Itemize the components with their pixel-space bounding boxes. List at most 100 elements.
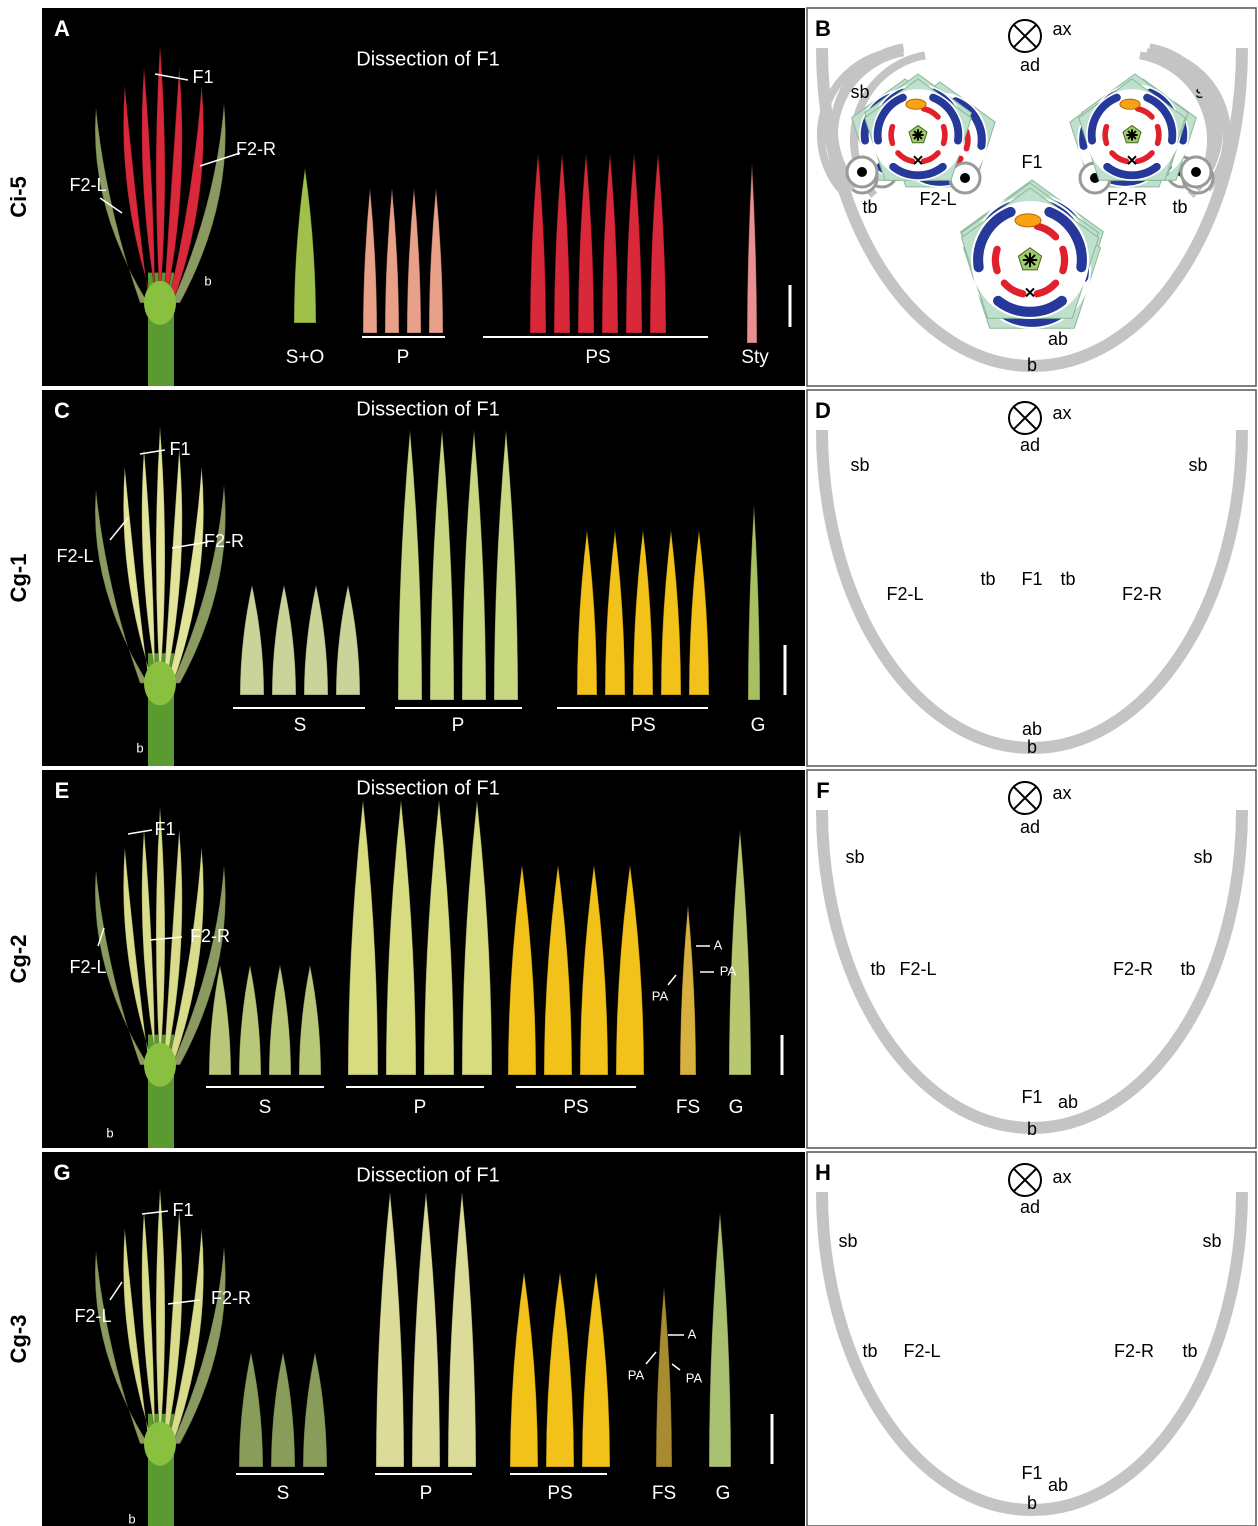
panel-letter: A xyxy=(54,16,70,41)
diagram-label: ab xyxy=(1048,329,1068,349)
row-label: Ci-5 xyxy=(6,176,31,218)
diagram-label: tb xyxy=(862,197,877,217)
panel-title: Dissection of F1 xyxy=(356,777,499,799)
diagram-label: sb xyxy=(838,1231,857,1251)
panel-letter: E xyxy=(55,778,70,803)
diagram-label: ab xyxy=(1022,719,1042,739)
diagram-label: F2-L xyxy=(899,959,936,979)
diagram-label: F2-L xyxy=(903,1341,940,1361)
row-label: Cg-2 xyxy=(6,935,31,984)
tb-dot xyxy=(960,173,970,183)
callout: F1 xyxy=(172,1200,193,1220)
group-label: S+O xyxy=(286,347,325,368)
callout: A xyxy=(688,1326,697,1341)
inner-whorl xyxy=(891,127,892,144)
diagram-label: ax xyxy=(1052,1167,1071,1187)
figure: Ci-5ADissection of F1F1F2-RF2-LbS+OPPSSt… xyxy=(0,0,1258,1526)
inner-whorl xyxy=(1105,127,1106,144)
callout: b xyxy=(204,273,211,288)
callout: b xyxy=(136,740,143,755)
group-label: PS xyxy=(630,715,655,736)
callout: F2-L xyxy=(69,175,106,195)
diagram-label: ax xyxy=(1052,403,1071,423)
stamen xyxy=(1015,214,1041,227)
diagram-label: tb xyxy=(1172,197,1187,217)
tb-dot xyxy=(1191,167,1201,177)
diagram-label: F2-R xyxy=(1122,584,1162,604)
group-label: FS xyxy=(652,1483,676,1504)
diagram-label: ax xyxy=(1052,783,1071,803)
callout: b xyxy=(128,1511,135,1526)
diagram-label: tb xyxy=(980,569,995,589)
callout: F2-L xyxy=(74,1306,111,1326)
diagram-label: ad xyxy=(1020,817,1040,837)
callout: PA xyxy=(628,1367,645,1382)
callout: F1 xyxy=(192,67,213,87)
panel-letter: D xyxy=(815,398,831,423)
diagram-label: tb xyxy=(870,959,885,979)
diagram-label: ad xyxy=(1020,435,1040,455)
diagram-label: sb xyxy=(845,847,864,867)
diagram-label: tb xyxy=(1060,569,1075,589)
callout: PA xyxy=(686,1370,703,1385)
group-label: P xyxy=(397,347,410,368)
group-label: PS xyxy=(547,1483,572,1504)
stamen xyxy=(906,99,926,109)
ovary-photo xyxy=(144,1422,176,1466)
diagram-label: F2-R xyxy=(1107,189,1147,209)
diagram-label: b xyxy=(1027,1119,1037,1139)
diagram-label: ad xyxy=(1020,55,1040,75)
panel-title: Dissection of F1 xyxy=(356,48,499,70)
inner-whorl xyxy=(1063,249,1065,270)
callout: F1 xyxy=(169,439,190,459)
diagram-label: sb xyxy=(1202,1231,1221,1251)
diagram-label: tb xyxy=(1180,959,1195,979)
group-label: PS xyxy=(563,1097,588,1118)
diagram-label: F1 xyxy=(1021,152,1042,172)
callout: F2-R xyxy=(190,926,230,946)
group-label: S xyxy=(277,1483,290,1504)
diagram-label: ab xyxy=(1048,1475,1068,1495)
inner-whorl xyxy=(1158,127,1159,144)
group-label: Sty xyxy=(741,347,769,368)
panel-title: Dissection of F1 xyxy=(356,398,499,420)
diagram-label: ax xyxy=(1052,19,1071,39)
panel-letter: H xyxy=(815,1160,831,1185)
ovary-photo xyxy=(144,281,176,325)
callout: F2-L xyxy=(56,546,93,566)
callout: F2-R xyxy=(211,1288,251,1308)
stamen xyxy=(1120,99,1140,109)
callout: PA xyxy=(720,963,737,978)
row-label: Cg-3 xyxy=(6,1315,31,1364)
inner-whorl xyxy=(944,127,945,144)
diagram-label: ab xyxy=(1058,1092,1078,1112)
callout: PA xyxy=(652,988,669,1003)
group-label: P xyxy=(414,1097,427,1118)
diagram-label: F2-L xyxy=(919,189,956,209)
callout: b xyxy=(106,1125,113,1140)
diagram-label: b xyxy=(1027,1493,1037,1513)
group-label: S xyxy=(259,1097,272,1118)
diagram-label: tb xyxy=(1182,1341,1197,1361)
diagram-label: F1 xyxy=(1021,1087,1042,1107)
diagram-label: F2-R xyxy=(1114,1341,1154,1361)
diagram-label: sb xyxy=(1188,455,1207,475)
callout: F2-L xyxy=(69,957,106,977)
diagram-label: sb xyxy=(1193,847,1212,867)
group-label: P xyxy=(452,715,465,736)
inner-whorl xyxy=(995,249,997,270)
callout: A xyxy=(714,937,723,952)
diagram-label: F1 xyxy=(1021,569,1042,589)
callout: F1 xyxy=(154,819,175,839)
group-label: G xyxy=(716,1483,731,1504)
group-label: G xyxy=(751,715,766,736)
diagram-label: F1 xyxy=(1021,1463,1042,1483)
panel-title: Dissection of F1 xyxy=(356,1164,499,1186)
inner-whorl xyxy=(966,131,967,148)
group-label: PS xyxy=(585,347,610,368)
group-label: P xyxy=(420,1483,433,1504)
group-label: FS xyxy=(676,1097,700,1118)
diagram-label: sb xyxy=(850,455,869,475)
row-label: Cg-1 xyxy=(6,554,31,603)
panel-letter: C xyxy=(54,398,70,423)
